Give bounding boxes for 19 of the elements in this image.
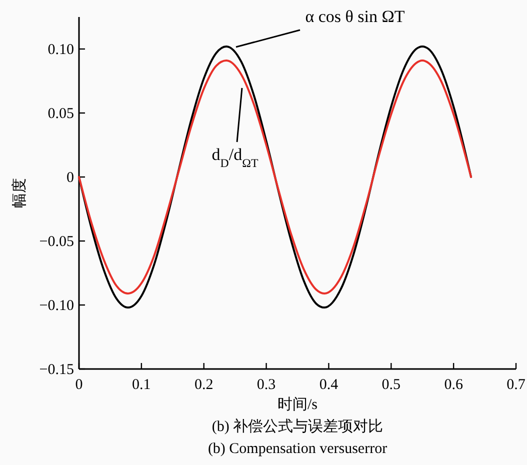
x-tick-label: 0.7 — [506, 377, 526, 393]
y-tick-label: 0.10 — [48, 42, 74, 58]
text: (b) Compensation versuserror — [208, 441, 388, 457]
x-tick-label: 0.2 — [194, 377, 214, 393]
x-tick-label: 0.5 — [382, 377, 401, 393]
x-tick-label: 0.3 — [256, 377, 276, 393]
x-tick-label: 0.1 — [132, 377, 151, 393]
x-tick-label: 0.6 — [444, 377, 464, 393]
y-tick-label: −0.10 — [39, 298, 74, 314]
x-tick-label: 0.4 — [319, 377, 339, 393]
y-tick-label: −0.15 — [39, 362, 74, 378]
series-label: α cos θ sin ΩT — [305, 7, 406, 26]
x-axis-title: 时间/s — [277, 396, 318, 413]
y-tick-label: 0.05 — [48, 106, 74, 122]
y-tick-label: −0.05 — [39, 234, 74, 250]
y-tick-label: 0 — [66, 170, 74, 186]
text: (b) 补偿公式与误差项对比 — [212, 418, 384, 435]
y-axis-title: 幅度 — [11, 178, 28, 208]
series-label: d$_{D}$/d$_{ΩT}$ — [212, 145, 259, 170]
